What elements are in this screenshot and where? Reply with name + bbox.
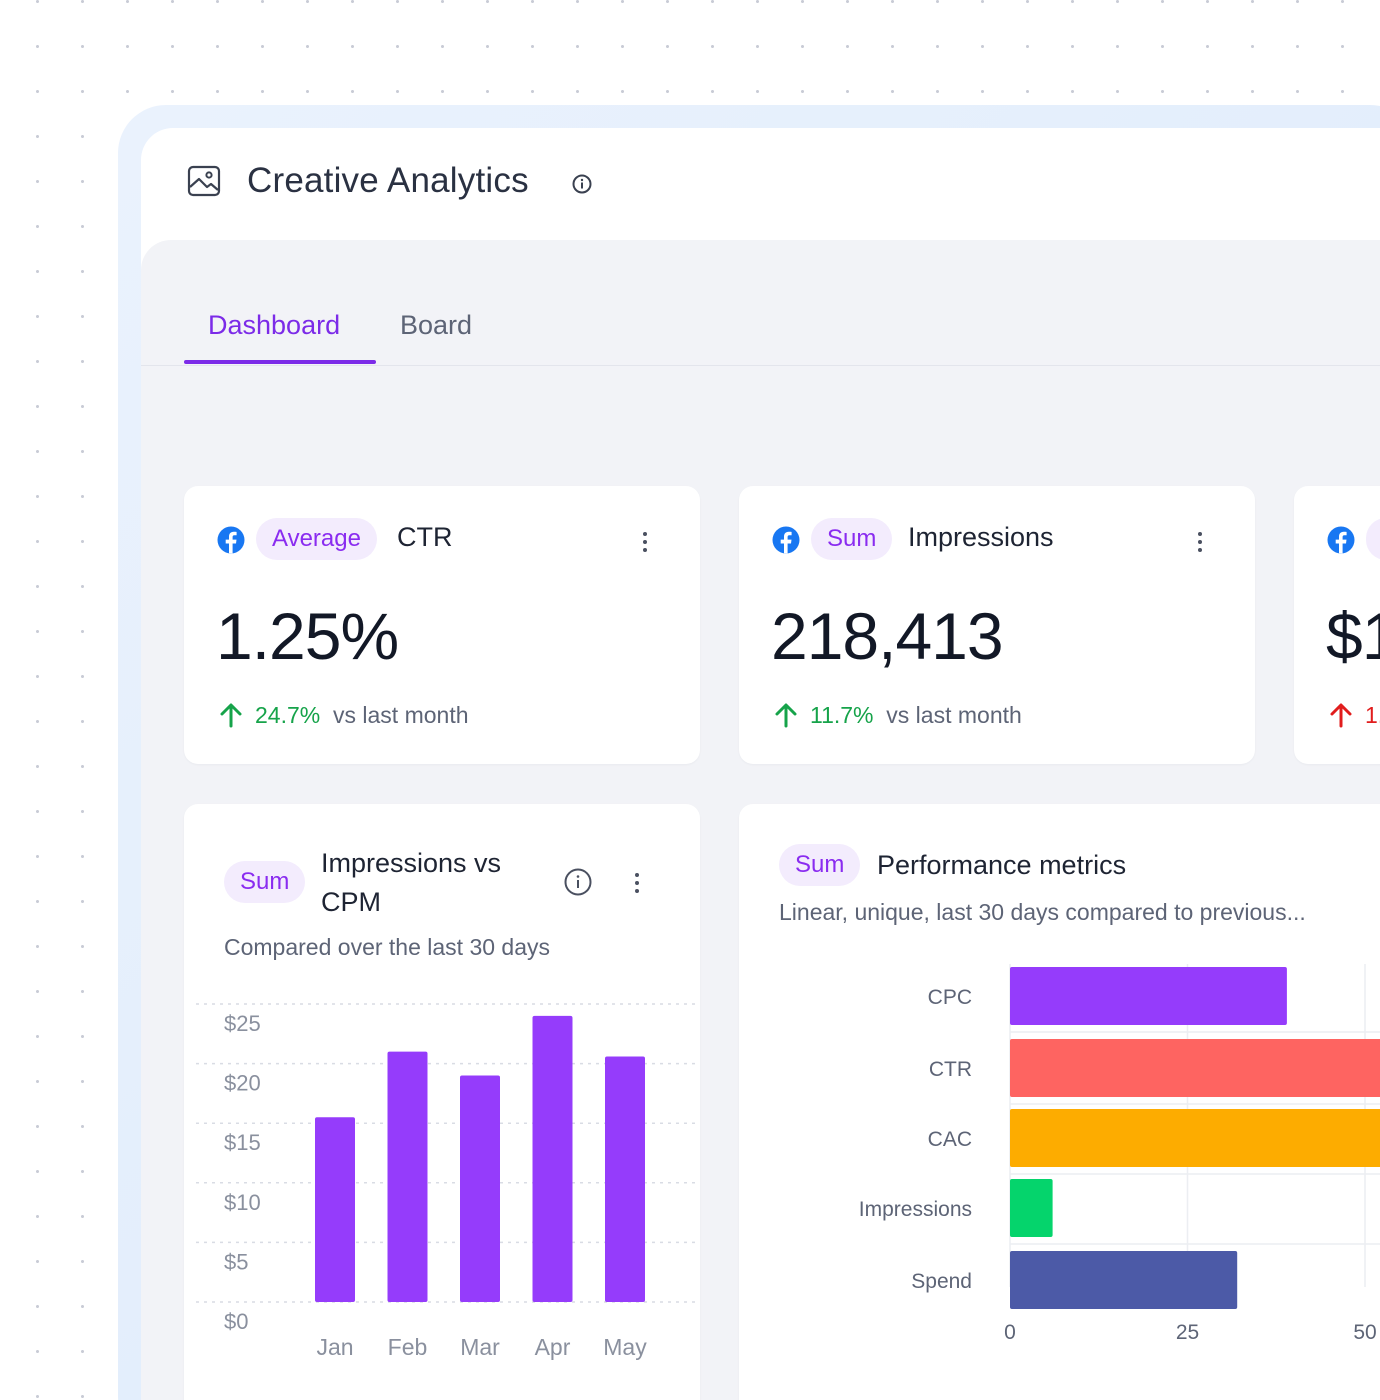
image-icon (187, 165, 221, 197)
impressions-cpm-chart: $0 $5 $10 $15 $20 $25 Jan Feb Mar Apr May (196, 1003, 700, 1360)
aggregation-pill: Sum (224, 861, 306, 903)
y-category-label: Impressions (859, 1198, 972, 1221)
bar[interactable] (1010, 1039, 1380, 1097)
performance-metrics-chart: 0 25 50 CPC CTR CAC Impressions Spend (859, 964, 1380, 1344)
app-window: Creative Analytics Dashboard Board Avera… (141, 128, 1380, 1400)
bar[interactable] (1010, 1179, 1053, 1237)
metric-card-impressions: Sum Impressions 218,413 11.7% vs last mo… (739, 486, 1255, 764)
y-tick-label: $10 (224, 1190, 261, 1215)
y-tick-label: $0 (224, 1309, 248, 1334)
bar[interactable] (605, 1056, 645, 1302)
metric-label: Impressions (908, 522, 1054, 552)
arrow-up-icon (775, 703, 797, 728)
bar[interactable] (460, 1075, 500, 1302)
kebab-menu-icon[interactable] (642, 530, 648, 554)
x-tick-label: 50 (1353, 1321, 1376, 1344)
main-content: Dashboard Board Average CTR 1.25% 24.7% … (141, 240, 1380, 1400)
tab-bar: Dashboard Board (141, 240, 1380, 366)
facebook-icon (772, 526, 800, 554)
metric-delta: 1. (1365, 702, 1380, 729)
metric-card-spend: $1 1. (1294, 486, 1380, 764)
impressions-cpm-card: Sum Impressions vs CPM Compared over the… (184, 804, 700, 1400)
info-icon[interactable] (571, 173, 593, 195)
x-tick-label: Feb (388, 1334, 428, 1360)
chart-title-line1: Impressions vs (321, 848, 502, 878)
bar[interactable] (1010, 967, 1287, 1025)
y-category-label: CAC (928, 1128, 972, 1151)
x-tick-label: 0 (1004, 1321, 1016, 1344)
tab-board[interactable]: Board (400, 310, 473, 340)
bar[interactable] (1010, 1109, 1380, 1167)
bar[interactable] (1010, 1251, 1238, 1309)
delta-percent: 11.7% (810, 702, 874, 728)
kebab-menu-icon[interactable] (1197, 530, 1203, 554)
chart-title: Performance metrics (877, 850, 1127, 880)
metric-card-ctr: Average CTR 1.25% 24.7% vs last month (184, 486, 700, 764)
kebab-menu-icon[interactable] (634, 871, 640, 895)
y-tick-label: $25 (224, 1011, 261, 1036)
bar[interactable] (315, 1117, 355, 1302)
aggregation-pill (1366, 518, 1380, 560)
info-icon[interactable] (563, 867, 593, 897)
x-tick-label: 25 (1176, 1321, 1199, 1344)
y-tick-label: $20 (224, 1071, 261, 1096)
tab-dashboard[interactable]: Dashboard (208, 310, 341, 340)
bar[interactable] (532, 1015, 573, 1302)
window-header: Creative Analytics (141, 128, 1380, 240)
x-tick-label: Apr (535, 1334, 571, 1360)
y-tick-label: $15 (224, 1130, 261, 1155)
delta-percent: 24.7% (255, 702, 321, 728)
y-category-label: Spend (911, 1270, 972, 1293)
active-tab-indicator (184, 360, 376, 364)
chart-title: Impressions vs CPM (321, 844, 501, 922)
bar[interactable] (387, 1051, 428, 1302)
x-tick-label: May (603, 1334, 647, 1360)
y-category-label: CTR (929, 1058, 972, 1081)
metric-value: 218,413 (771, 599, 1004, 673)
aggregation-pill: Sum (779, 844, 861, 886)
aggregation-pill: Sum (811, 518, 893, 560)
metric-delta: 11.7% vs last month (810, 702, 1022, 729)
arrow-up-icon (220, 703, 242, 728)
delta-suffix: vs last month (886, 702, 1022, 728)
delta-suffix: vs last month (333, 702, 469, 728)
metric-delta: 24.7% vs last month (255, 702, 469, 729)
y-category-label: CPC (928, 986, 972, 1009)
performance-metrics-card: Sum Performance metrics Linear, unique, … (739, 804, 1380, 1400)
metric-label: CTR (397, 522, 453, 552)
arrow-up-icon (1330, 703, 1352, 728)
aggregation-pill: Average (256, 518, 377, 560)
metric-value: $1 (1326, 599, 1380, 673)
x-tick-label: Jan (316, 1334, 353, 1360)
facebook-icon (1327, 526, 1355, 554)
chart-subtitle: Linear, unique, last 30 days compared to… (779, 899, 1306, 925)
delta-percent: 1. (1365, 702, 1380, 728)
chart-subtitle: Compared over the last 30 days (224, 934, 551, 960)
y-tick-label: $5 (224, 1249, 248, 1274)
x-tick-label: Mar (460, 1334, 500, 1360)
metric-value: 1.25% (216, 599, 399, 673)
facebook-icon (217, 526, 245, 554)
chart-title-line2: CPM (321, 887, 381, 917)
page-title: Creative Analytics (247, 161, 529, 200)
